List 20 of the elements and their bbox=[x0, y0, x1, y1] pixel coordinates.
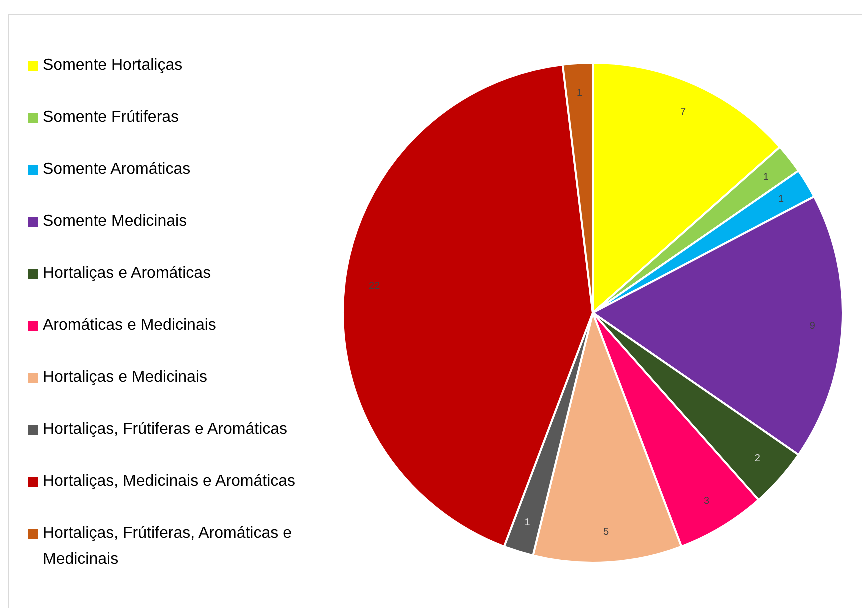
legend-label: Aromáticas e Medicinais bbox=[43, 317, 216, 334]
data-label: 2 bbox=[754, 454, 761, 465]
data-label: 3 bbox=[704, 496, 710, 507]
legend-label: Hortaliças e Aromáticas bbox=[43, 265, 212, 282]
data-label: 9 bbox=[810, 320, 816, 332]
data-label: 22 bbox=[369, 281, 381, 292]
legend-label: Somente Hortaliças bbox=[43, 57, 183, 74]
data-label: 1 bbox=[576, 88, 583, 100]
legend-label: Hortaliças, Medicinais e Aromáticas bbox=[43, 473, 296, 490]
data-label: 7 bbox=[680, 107, 687, 118]
legend-label: Somente Medicinais bbox=[43, 213, 188, 230]
legend-label: Hortaliças, Frútiferas e Aromáticas bbox=[43, 421, 288, 438]
legend-label: Hortaliças, Frútiferas, Aromáticas e Medicinais bbox=[43, 525, 292, 568]
legend-label: Somente Frútiferas bbox=[43, 109, 180, 126]
data-label: 1 bbox=[763, 172, 770, 183]
data-label: 1 bbox=[524, 518, 531, 529]
legend-label: Hortaliças e Medicinais bbox=[43, 369, 208, 386]
legend-label: Somente Aromáticas bbox=[43, 161, 191, 178]
data-label: 5 bbox=[604, 527, 610, 538]
data-label: 1 bbox=[778, 194, 784, 205]
